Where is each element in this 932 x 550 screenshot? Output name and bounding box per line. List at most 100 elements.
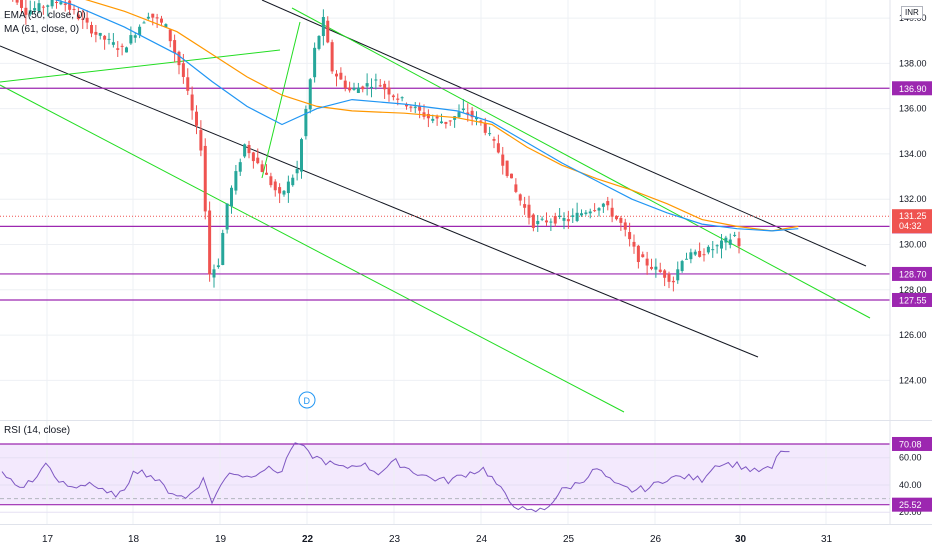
candle-body [90,25,93,34]
candle-body [133,35,137,38]
green-pole-line [261,21,301,179]
candle-body [361,86,365,90]
candle-body [588,211,592,214]
candle-body [260,164,264,172]
candle-body [81,18,85,20]
ema-legend[interactable]: EMA (50, close, 0) [4,10,86,21]
candle-body [654,266,658,270]
candle-body [518,194,522,201]
candle-body [728,239,732,245]
candle-body [505,160,509,176]
candle-body [348,87,352,91]
current-price-tag: 131.25 [899,211,927,221]
candle-body [378,85,382,87]
price-tick-label: 132.00 [899,194,927,204]
time-axis [0,525,932,550]
candle-body [619,217,623,223]
candle-body [24,7,28,15]
candle-body [278,187,282,194]
candle-body [610,207,614,217]
upper-green-channel-line [291,7,871,319]
ma-legend[interactable]: MA (61, close, 0) [4,24,80,35]
candle-body [553,216,557,224]
candle-body [46,5,50,7]
candle-body [212,269,216,278]
dividend-marker-label: D [304,396,311,406]
current-price-tag-bg [892,209,932,234]
candle-body [151,13,155,18]
candle-body [514,184,518,192]
candle-body [593,210,597,212]
candle-body [256,157,260,164]
candle-body [370,86,373,88]
candle-body [321,16,325,37]
candle-body [549,221,553,223]
candle-body [41,6,45,8]
time-tick-label: 30 [735,534,747,545]
currency-badge[interactable]: INR [901,6,923,19]
candle-body [400,97,404,99]
time-tick-label: 26 [650,534,662,545]
lower-green-channel-line [0,84,625,413]
candle-body [492,139,496,141]
candle-body [282,190,286,195]
candle-body [107,38,111,40]
candle-body [186,77,190,91]
candle-body [129,35,133,44]
candle-body [225,203,229,230]
rsi-line [1,442,790,513]
candle-body [636,245,640,263]
candle-body [693,251,697,255]
candle-body [413,106,417,108]
candle-body [352,87,356,90]
time-tick-label: 18 [128,534,140,545]
candle-body [300,139,303,172]
price-tick-label: 134.00 [899,149,927,159]
candle-body [98,32,102,36]
candle-body [501,154,505,166]
candle-body [435,116,439,119]
candle-body [580,213,583,216]
candle-body [724,237,728,243]
pane-separator [0,420,932,421]
candle-body [540,218,544,220]
candle-body [356,87,360,93]
candle-body [488,133,492,135]
time-tick-label: 24 [476,534,488,545]
candle-body [457,112,461,118]
candle-body [645,258,649,266]
candle-body [50,0,54,7]
price-tick-label: 130.00 [899,240,927,250]
candle-body [479,120,483,122]
candle-body [203,145,207,212]
candle-body [247,144,251,154]
candle-body [160,18,163,23]
candle-body [387,87,391,95]
ema-50-line [54,0,799,232]
time-axis-separator [0,524,932,525]
candle-body [63,3,67,5]
candle-body [440,121,443,124]
candle-body [383,83,387,90]
candle-body [510,173,513,179]
candle-body [33,8,37,11]
candle-body [269,176,273,186]
candle-body [330,42,334,72]
candle-body [431,118,435,121]
candlestick-group [12,0,741,292]
candle-body [470,110,474,118]
candle-body [623,222,627,230]
rsi-level-tag-bg [892,497,932,512]
candle-body [698,250,702,257]
candle-body [146,16,150,19]
candle-body [208,210,212,275]
candle-body [575,212,579,221]
candle-body [715,245,719,247]
rsi-legend[interactable]: RSI (14, close) [4,425,71,436]
candle-body [168,29,172,42]
candle-body [125,47,128,53]
candle-body [601,203,605,207]
candle-body [496,143,500,153]
candle-body [391,95,395,98]
